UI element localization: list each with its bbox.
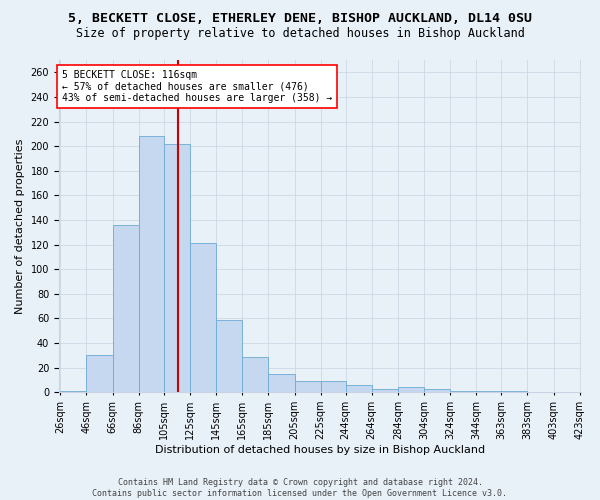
Bar <box>502 391 527 392</box>
Bar <box>60 391 86 392</box>
Text: Contains HM Land Registry data © Crown copyright and database right 2024.
Contai: Contains HM Land Registry data © Crown c… <box>92 478 508 498</box>
Bar <box>139 136 164 392</box>
Bar <box>372 388 398 392</box>
Bar <box>86 356 113 393</box>
Text: 5 BECKETT CLOSE: 116sqm
← 57% of detached houses are smaller (476)
43% of semi-d: 5 BECKETT CLOSE: 116sqm ← 57% of detache… <box>62 70 332 103</box>
Bar <box>450 391 476 392</box>
Bar <box>346 385 372 392</box>
Text: Size of property relative to detached houses in Bishop Auckland: Size of property relative to detached ho… <box>76 28 524 40</box>
Bar <box>216 320 242 392</box>
Bar <box>320 381 346 392</box>
Bar <box>268 374 295 392</box>
Bar <box>164 144 190 392</box>
Bar <box>476 391 502 392</box>
Y-axis label: Number of detached properties: Number of detached properties <box>15 138 25 314</box>
Bar <box>424 388 450 392</box>
Bar <box>113 225 139 392</box>
X-axis label: Distribution of detached houses by size in Bishop Auckland: Distribution of detached houses by size … <box>155 445 485 455</box>
Bar <box>295 381 320 392</box>
Bar <box>398 388 424 392</box>
Bar <box>190 244 216 392</box>
Bar <box>242 356 268 392</box>
Text: 5, BECKETT CLOSE, ETHERLEY DENE, BISHOP AUCKLAND, DL14 0SU: 5, BECKETT CLOSE, ETHERLEY DENE, BISHOP … <box>68 12 532 26</box>
